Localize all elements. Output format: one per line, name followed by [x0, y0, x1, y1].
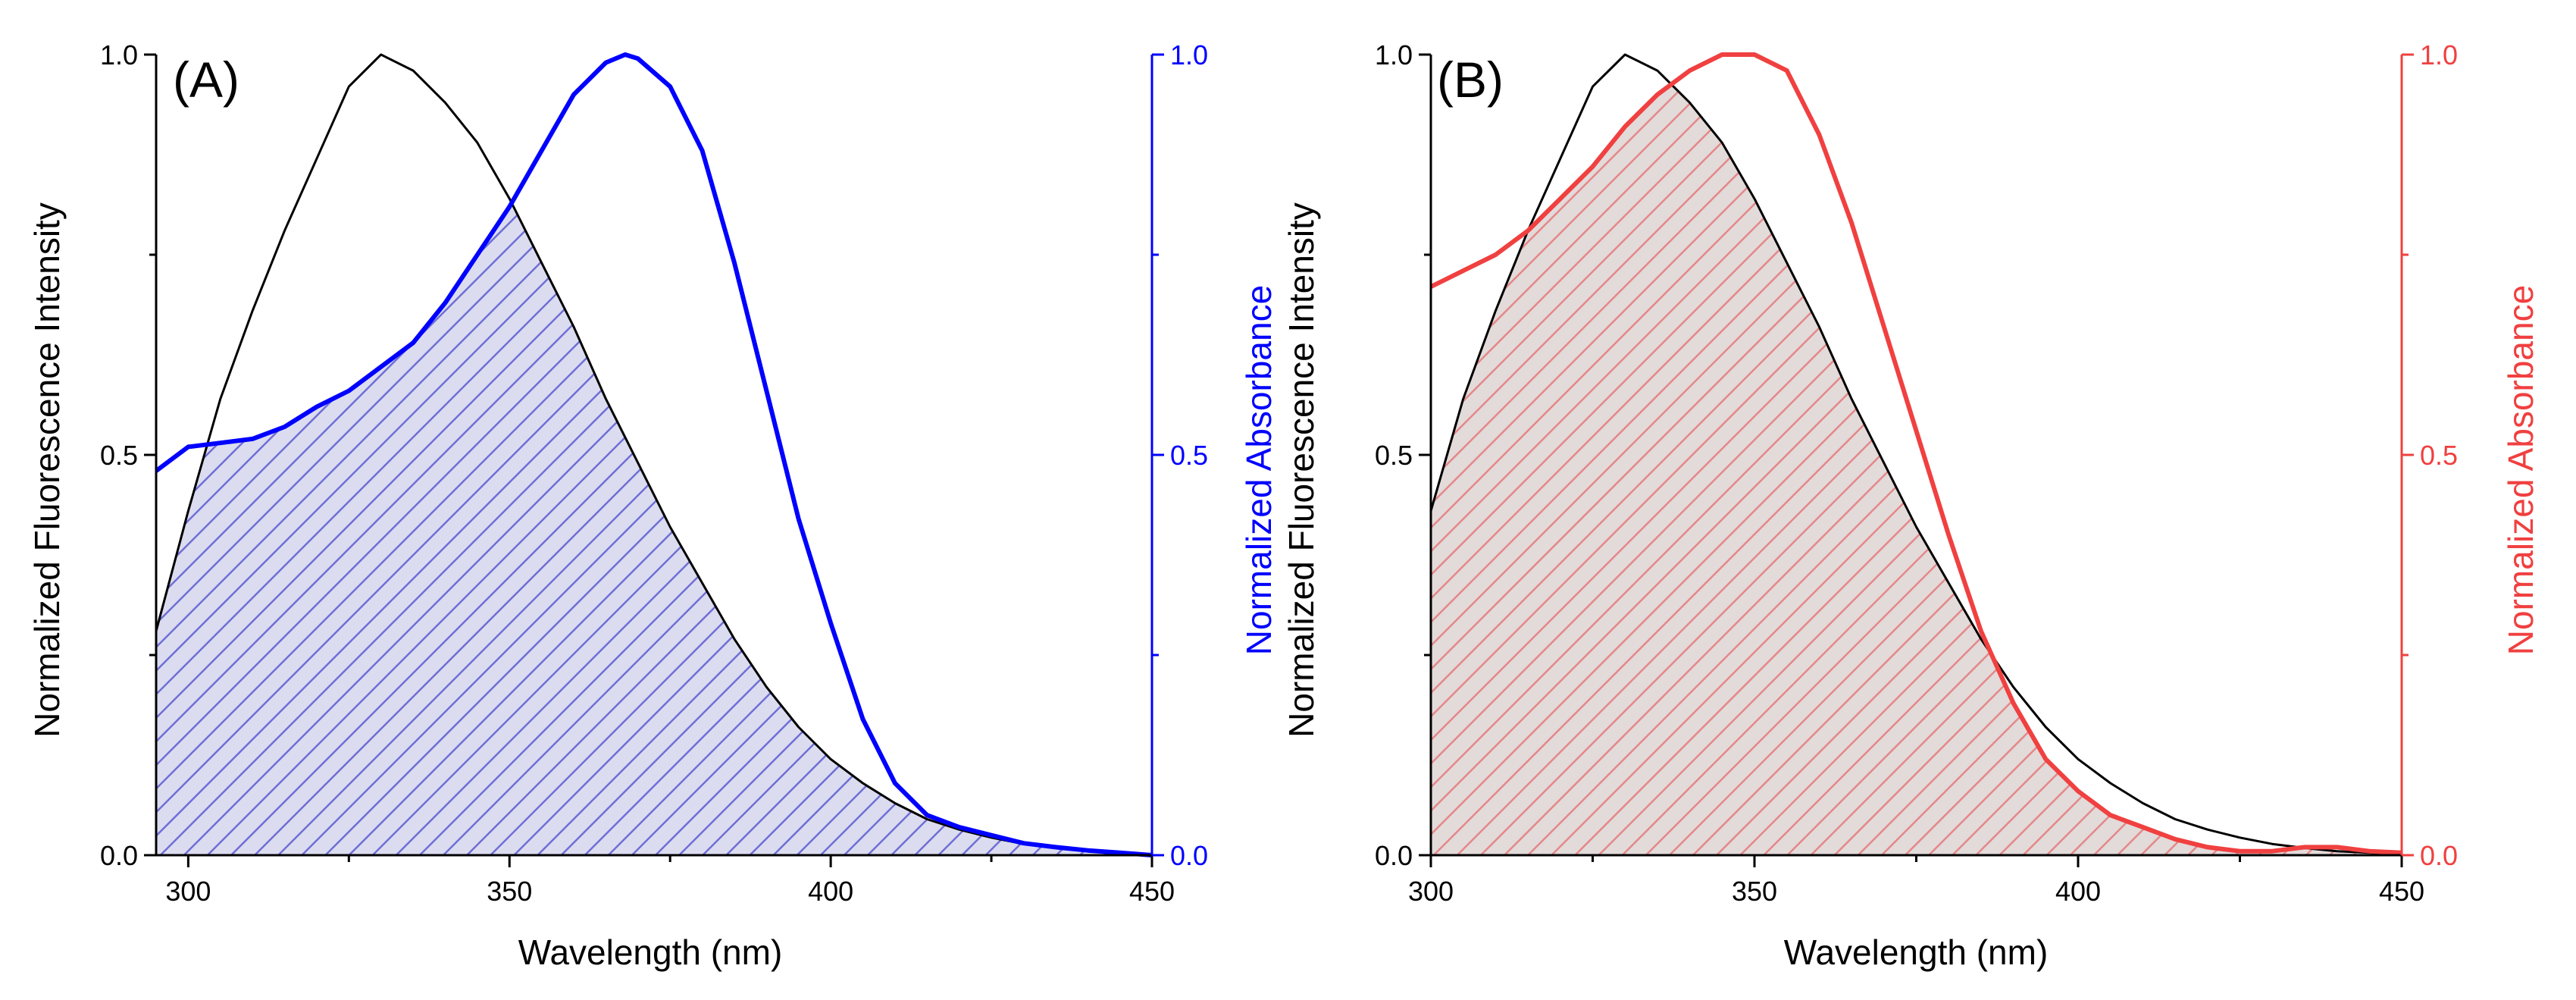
- overlap-fill-b: [1431, 85, 2402, 856]
- y-axis-title-right-b: Normalized Absorbance: [2501, 285, 2540, 655]
- series-lines-b: [1429, 52, 2402, 856]
- y-axis-title-left-b: Normalized Fluorescence Intensity: [1282, 202, 1321, 738]
- series-lines-a: [155, 52, 1153, 857]
- y-axis-title-left-a: Normalized Fluorescence Intensity: [27, 202, 67, 738]
- absorbance-line: [155, 52, 1153, 857]
- x-tick-label: 300: [1408, 876, 1454, 907]
- y-tick-label-right: 0.0: [2420, 840, 2458, 871]
- panel-a: 300 350 400 450 0.0 0.0 0.5 0.5 1.0 1.0 (A) Wavel…: [27, 39, 1279, 972]
- y-tick-label-right: 0.5: [1170, 440, 1208, 471]
- y-tick-label-right: 1.0: [1170, 39, 1208, 71]
- ticks-b: 300 350 400 450 0.0 0.0 0.5 0.5 1.0 1.0: [1375, 39, 2458, 907]
- x-tick-label: 400: [2055, 876, 2101, 907]
- panel-b: 300 350 400 450 0.0 0.0 0.5 0.5 1.0 1.0 (B) Wavel…: [1282, 39, 2540, 972]
- spectral-overlap-area: [1431, 85, 2402, 856]
- x-tick-label: 400: [808, 876, 853, 907]
- x-tick-label: 450: [2379, 876, 2424, 907]
- fluorescence-line: [1429, 53, 2402, 856]
- panel-label-b: (B): [1437, 52, 1504, 108]
- y-tick-label-left: 0.5: [100, 440, 138, 471]
- y-tick-label-left: 0.5: [1375, 440, 1413, 471]
- y-tick-label-left: 0.0: [1375, 840, 1413, 871]
- y-tick-label-right: 1.0: [2420, 39, 2458, 71]
- y-axis-title-right-a: Normalized Absorbance: [1239, 285, 1279, 655]
- x-axis-title-b: Wavelength (nm): [1784, 933, 2049, 972]
- overlap-fill-a: [156, 205, 1152, 855]
- y-tick-label-left: 0.0: [100, 840, 138, 871]
- x-tick-label: 350: [487, 876, 532, 907]
- y-tick-label-left: 1.0: [100, 39, 138, 71]
- ticks-a: 300 350 400 450 0.0 0.0 0.5 0.5 1.0 1.0: [100, 39, 1208, 907]
- spectral-overlap-area: [156, 205, 1152, 855]
- absorbance-line: [1429, 52, 2402, 855]
- y-tick-label-right: 0.5: [2420, 440, 2458, 471]
- x-tick-label: 350: [1732, 876, 1777, 907]
- fluorescence-line: [155, 53, 1153, 856]
- x-tick-label: 450: [1129, 876, 1175, 907]
- x-axis-title-a: Wavelength (nm): [518, 933, 783, 972]
- panel-label-a: (A): [173, 52, 239, 108]
- y-tick-label-left: 1.0: [1375, 39, 1413, 71]
- y-tick-label-right: 0.0: [1170, 840, 1208, 871]
- x-tick-label: 300: [165, 876, 211, 907]
